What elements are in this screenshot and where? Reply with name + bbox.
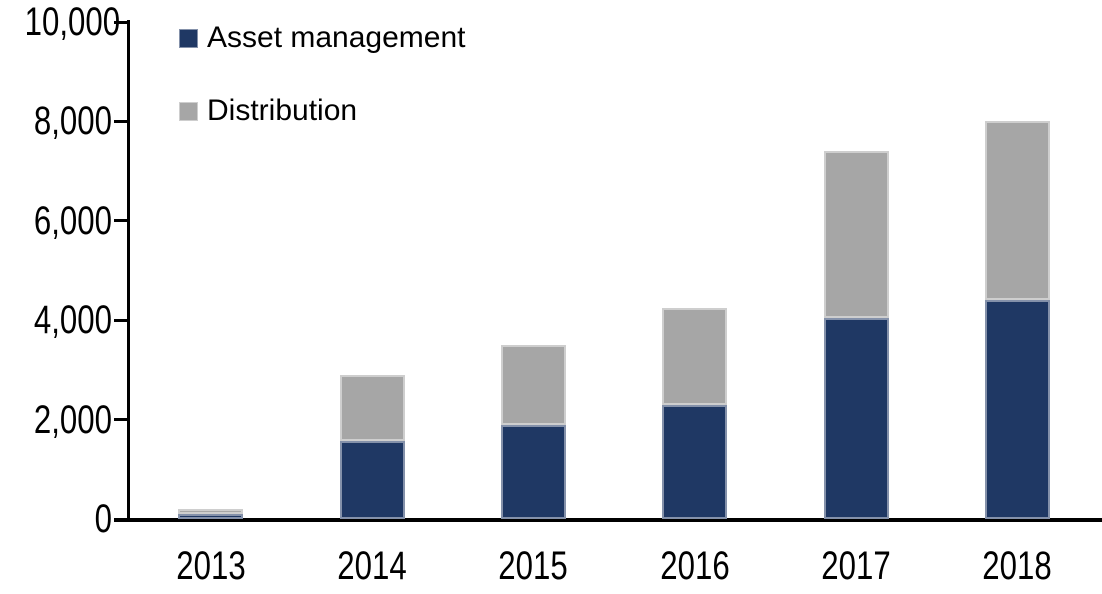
x-axis-tick-label: 2017 xyxy=(821,544,891,588)
bar-segment-asset-management-2017 xyxy=(823,317,889,519)
bar-segment-distribution-2018 xyxy=(984,121,1050,301)
x-axis-tick-label: 2013 xyxy=(175,544,246,588)
x-axis-line xyxy=(114,518,1102,522)
y-axis-tick-label: 0 xyxy=(94,497,112,541)
y-axis-tick-label: 10,000 xyxy=(24,0,121,44)
legend-swatch-asset-management-icon xyxy=(179,28,198,48)
bar-segment-distribution-2015 xyxy=(500,345,566,425)
legend: Asset management Distribution xyxy=(179,19,465,130)
legend-label-distribution: Distribution xyxy=(207,94,358,127)
bar-segment-asset-management-2014 xyxy=(339,441,405,519)
y-axis-tick-label: 4,000 xyxy=(33,298,112,343)
bar-segment-distribution-2016 xyxy=(662,307,728,405)
legend-label-asset-management: Asset management xyxy=(207,21,466,54)
bar-segment-asset-management-2016 xyxy=(662,404,728,519)
y-axis-tick-label: 6,000 xyxy=(33,198,112,243)
y-axis-tick-mark xyxy=(114,20,127,24)
legend-swatch-distribution-icon xyxy=(179,101,198,121)
y-axis-tick-mark xyxy=(114,219,127,223)
bar-segment-asset-management-2018 xyxy=(984,300,1050,519)
y-axis-line xyxy=(127,20,130,522)
y-axis-tick-mark xyxy=(114,119,127,123)
y-axis-tick-mark xyxy=(114,418,127,422)
x-axis-tick-label: 2018 xyxy=(982,544,1053,588)
x-axis-tick-label: 2014 xyxy=(337,544,407,588)
bar-segment-distribution-2017 xyxy=(823,151,889,318)
y-axis-tick-label: 2,000 xyxy=(33,397,112,442)
x-axis-tick-label: 2016 xyxy=(659,544,730,588)
bar-segment-distribution-2014 xyxy=(339,375,405,442)
bar-segment-distribution-2013 xyxy=(178,509,244,515)
y-axis-tick-label: 8,000 xyxy=(33,99,112,144)
bar-segment-asset-management-2015 xyxy=(500,424,566,519)
y-axis-tick-mark xyxy=(114,318,127,322)
x-axis-tick-label: 2015 xyxy=(498,544,569,588)
legend-item-asset-management: Asset management xyxy=(179,19,465,57)
legend-item-distribution: Distribution xyxy=(179,92,465,130)
bar-segment-asset-management-2013 xyxy=(178,514,244,519)
